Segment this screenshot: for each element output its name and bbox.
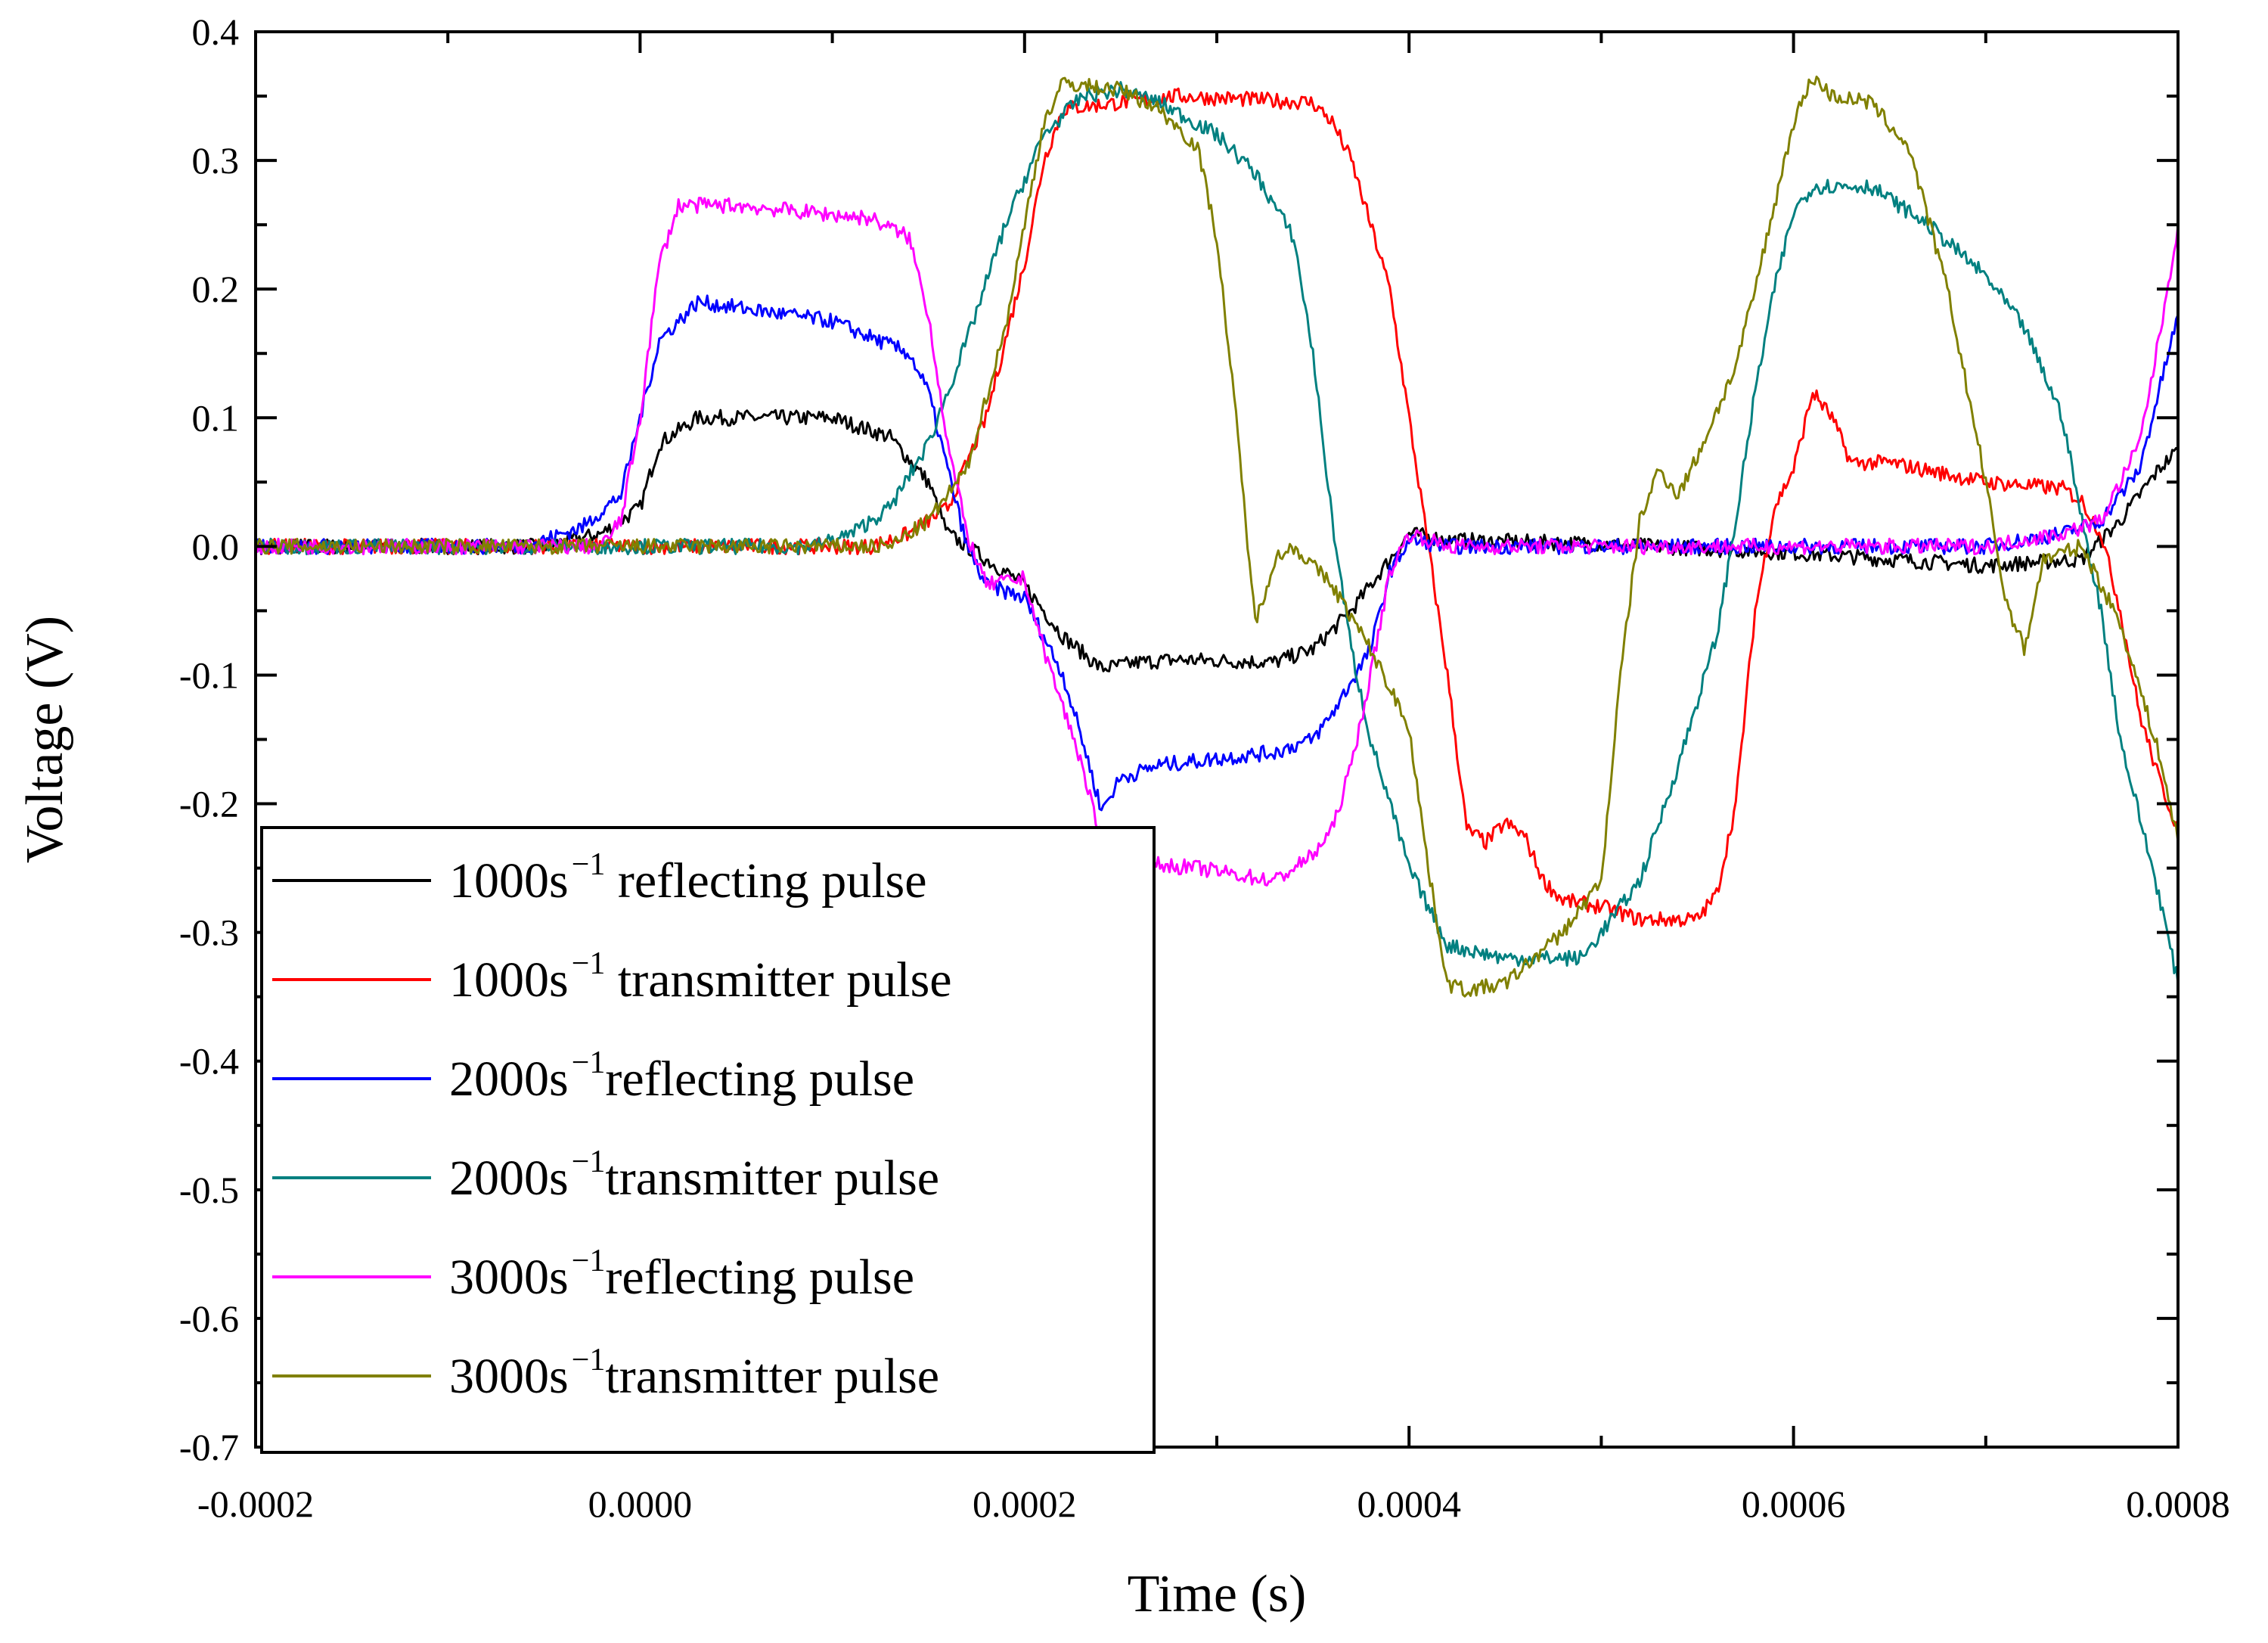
y-tick-label: 0.1 [192, 396, 240, 439]
y-tick-label: 0.0 [192, 525, 240, 567]
legend-label: 1000s−1 reflecting pulse [449, 847, 927, 908]
series-line-1 [254, 408, 2180, 672]
plot-frame [254, 30, 2180, 1449]
y-tick-label: -0.3 [179, 912, 239, 954]
y-tick-label: 0.4 [192, 11, 240, 53]
legend-label-main: 1000s [449, 952, 569, 1008]
legend-label-rest: transmitter pulse [605, 952, 951, 1008]
y-tick-label: -0.5 [179, 1169, 239, 1211]
series-line-3 [254, 294, 2180, 812]
x-tick-label: 0.0002 [973, 1483, 1077, 1525]
legend-label-superscript: −1 [572, 1244, 606, 1278]
legend-label-main: 1000s [449, 853, 569, 908]
legend-label-superscript: −1 [572, 1045, 606, 1080]
legend-label-superscript: −1 [572, 1343, 606, 1377]
legend-label: 3000s−1transmitter pulse [449, 1343, 939, 1404]
y-tick-label: 0.3 [192, 139, 240, 182]
series-line-6 [255, 75, 2180, 998]
series-line-2 [254, 87, 2180, 927]
legend-label-main: 3000s [449, 1349, 569, 1404]
legend-label-main: 2000s [449, 1151, 569, 1206]
x-axis-title: Time (s) [1128, 1565, 1307, 1623]
series-layer [254, 75, 2180, 998]
legend-label: 1000s−1 transmitter pulse [449, 946, 952, 1008]
y-axis-title: Voltage (V) [16, 616, 74, 863]
legend-label: 2000s−1transmitter pulse [449, 1145, 939, 1206]
y-tick-label: -0.2 [179, 783, 239, 825]
x-tick-label: 0.0004 [1357, 1483, 1461, 1525]
legend-label-superscript: −1 [572, 847, 606, 882]
legend-label-main: 2000s [449, 1051, 569, 1107]
legend-label-rest: transmitter pulse [605, 1349, 939, 1404]
y-tick-label: -0.7 [179, 1426, 239, 1468]
y-tick-label: 0.2 [192, 268, 240, 310]
y-tick-label: -0.6 [179, 1297, 239, 1340]
x-tick-label: -0.0002 [197, 1483, 314, 1525]
legend-label: 2000s−1reflecting pulse [449, 1045, 914, 1107]
legend-label-rest: reflecting pulse [605, 853, 926, 908]
x-tick-label: 0.0008 [2126, 1483, 2230, 1525]
x-tick-label: 0.0000 [588, 1483, 693, 1525]
legend-label-rest: reflecting pulse [605, 1250, 914, 1305]
x-tick-label: 0.0006 [1742, 1483, 1846, 1525]
legend-label-superscript: −1 [572, 1145, 606, 1179]
y-tick-label: -0.4 [179, 1040, 239, 1082]
legend-label-main: 3000s [449, 1250, 569, 1305]
y-tick-label: -0.1 [179, 654, 239, 696]
legend-box [260, 826, 1156, 1454]
legend-label-superscript: −1 [572, 946, 606, 981]
ticks-layer: -0.0002 0.0000 0.0002 0.0004 0.0006 0.0008 0.4… [179, 11, 2230, 1525]
legend-label: 3000s−1reflecting pulse [449, 1244, 914, 1305]
legend-label-rest: transmitter pulse [605, 1151, 939, 1206]
legend-label-rest: reflecting pulse [605, 1051, 914, 1107]
